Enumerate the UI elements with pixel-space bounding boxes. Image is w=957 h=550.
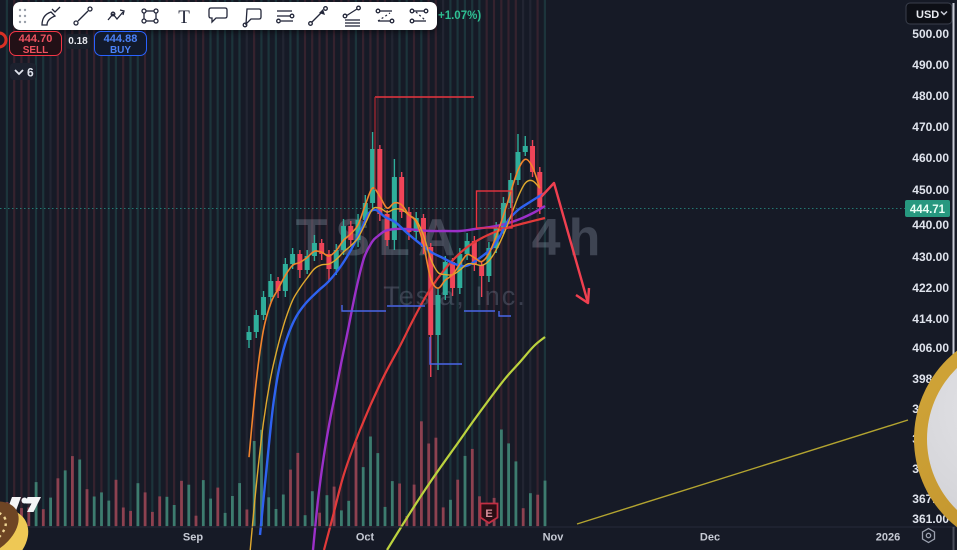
svg-text:406.00: 406.00 — [912, 341, 949, 355]
svg-text:490.00: 490.00 — [912, 58, 949, 72]
svg-text:414.00: 414.00 — [912, 312, 949, 326]
svg-text:Nov: Nov — [543, 532, 565, 544]
svg-text:+1.07%): +1.07%) — [438, 10, 481, 22]
svg-text:Sep: Sep — [183, 532, 203, 544]
svg-text:6: 6 — [27, 66, 34, 80]
svg-text:480.00: 480.00 — [912, 89, 949, 103]
svg-text:E: E — [485, 508, 492, 520]
svg-text:440.00: 440.00 — [912, 218, 949, 232]
svg-text:USD: USD — [916, 9, 939, 21]
svg-text:2026: 2026 — [876, 532, 900, 544]
svg-text:Dec: Dec — [700, 532, 720, 544]
svg-text:Oct: Oct — [356, 532, 375, 544]
svg-text:422.00: 422.00 — [912, 281, 949, 295]
svg-text:444.71: 444.71 — [910, 204, 946, 216]
svg-text:470.00: 470.00 — [912, 120, 949, 134]
svg-text:430.00: 430.00 — [912, 250, 949, 264]
svg-text:361.00: 361.00 — [912, 512, 949, 526]
svg-text:460.00: 460.00 — [912, 151, 949, 165]
svg-text:450.00: 450.00 — [912, 183, 949, 197]
svg-text:500.00: 500.00 — [912, 27, 949, 41]
svg-text:T: T — [178, 7, 190, 28]
